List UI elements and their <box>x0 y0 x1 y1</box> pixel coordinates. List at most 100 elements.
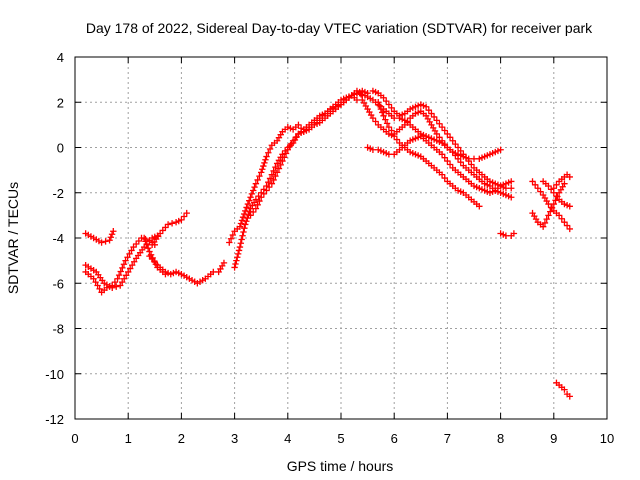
data-point <box>550 185 557 192</box>
data-point <box>238 236 245 243</box>
data-point <box>555 212 563 219</box>
data-point <box>240 228 247 236</box>
data-point <box>282 150 290 157</box>
data-point <box>558 215 565 222</box>
data-point <box>241 224 248 232</box>
x-tick-label: 10 <box>600 431 614 446</box>
data-point <box>260 190 268 198</box>
data-point <box>252 205 260 212</box>
data-point <box>229 231 237 239</box>
data-point <box>275 165 283 172</box>
data-point <box>178 216 185 224</box>
data-point <box>108 231 116 238</box>
data-point <box>430 113 438 121</box>
data-point <box>248 190 256 198</box>
data-point <box>140 234 148 242</box>
data-point <box>268 180 276 187</box>
data-point <box>436 134 443 141</box>
data-point <box>98 239 105 246</box>
data-point <box>553 192 560 200</box>
data-point <box>252 196 260 203</box>
data-point <box>446 161 454 168</box>
data-point <box>382 116 389 123</box>
data-point <box>168 220 176 227</box>
data-point <box>388 104 395 112</box>
y-tick-label: -8 <box>52 322 64 337</box>
data-point <box>404 118 411 125</box>
data-point <box>265 183 273 191</box>
data-point <box>266 175 274 182</box>
data-point <box>531 181 539 189</box>
data-point <box>144 244 152 252</box>
data-point <box>380 112 387 120</box>
data-point <box>119 264 126 272</box>
data-point <box>508 185 515 192</box>
data-point <box>379 109 386 116</box>
data-point <box>239 232 246 239</box>
data-point <box>446 134 454 141</box>
data-point <box>244 200 252 208</box>
data-point <box>243 204 250 211</box>
y-tick-label: -4 <box>52 231 64 246</box>
data-point <box>143 241 151 248</box>
data-point <box>243 218 250 225</box>
y-tick-label: -12 <box>45 412 64 427</box>
y-tick-label: 2 <box>57 95 64 110</box>
data-point <box>468 161 475 168</box>
data-point <box>380 94 387 101</box>
data-point <box>232 260 239 268</box>
data-point <box>117 282 124 289</box>
x-tick-label: 5 <box>337 431 344 446</box>
data-point <box>566 225 573 233</box>
data-point <box>246 197 253 204</box>
data-point <box>281 154 288 161</box>
data-point <box>543 215 550 223</box>
data-point <box>454 155 462 163</box>
data-point <box>250 208 257 216</box>
data-point <box>123 272 130 279</box>
data-point <box>292 134 299 141</box>
data-point <box>183 209 190 217</box>
x-tick-label: 0 <box>71 431 78 446</box>
data-point <box>115 271 123 279</box>
data-point <box>552 197 559 204</box>
data-point <box>258 194 265 201</box>
data-point <box>449 148 456 156</box>
data-point <box>263 153 270 160</box>
data-point <box>441 127 448 134</box>
data-point <box>566 173 573 181</box>
data-point <box>460 151 467 158</box>
data-point <box>422 103 430 110</box>
data-point <box>237 220 245 227</box>
data-point <box>508 194 515 201</box>
y-tick-label: -2 <box>52 186 64 201</box>
data-point <box>353 90 361 97</box>
data-point <box>117 268 124 275</box>
data-point <box>563 222 571 229</box>
data-point <box>258 169 265 176</box>
data-point <box>262 156 269 163</box>
data-point <box>250 187 257 194</box>
data-point <box>438 151 446 158</box>
data-point <box>372 118 379 125</box>
data-point <box>124 254 131 261</box>
data-point <box>465 157 472 165</box>
y-tick-label: -6 <box>52 276 64 291</box>
data-point <box>242 221 249 228</box>
data-point <box>383 120 391 127</box>
data-point <box>236 243 244 251</box>
data-point <box>436 120 443 127</box>
data-point <box>438 171 446 178</box>
x-tick-label: 9 <box>550 431 557 446</box>
data-point <box>180 213 188 220</box>
data-point <box>441 154 448 161</box>
data-point <box>259 166 266 173</box>
data-point <box>539 223 547 230</box>
data-point <box>266 145 274 153</box>
data-point <box>238 217 246 224</box>
data-point <box>548 204 556 212</box>
data-point <box>234 250 242 258</box>
data-point <box>111 278 119 286</box>
data-point <box>270 176 277 184</box>
